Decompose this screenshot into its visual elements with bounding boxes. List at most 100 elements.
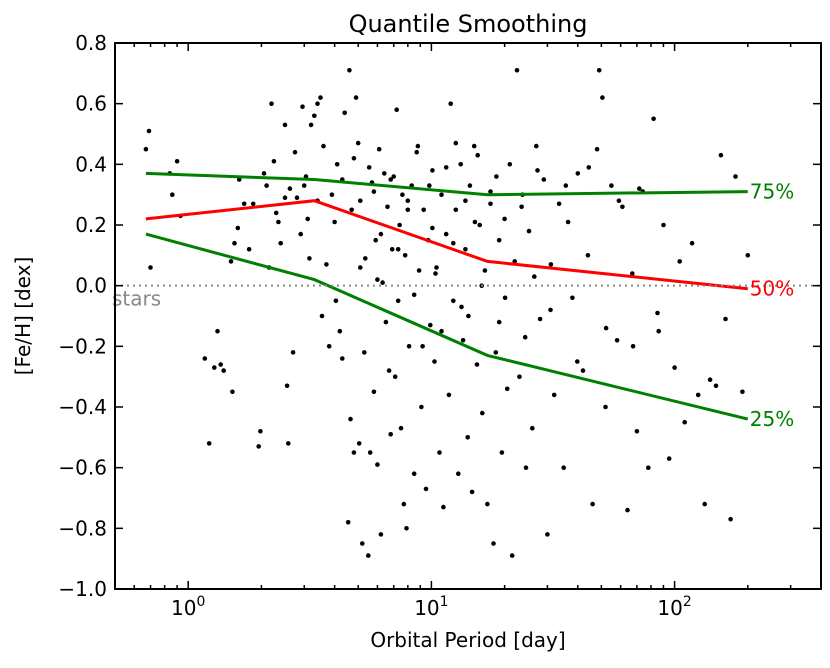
- data-point: [446, 392, 452, 398]
- data-point: [545, 532, 550, 537]
- data-point: [485, 501, 490, 507]
- data-point: [460, 338, 466, 343]
- data-point: [342, 110, 348, 116]
- data-point: [264, 183, 269, 188]
- data-point: [682, 419, 687, 425]
- data-point: [421, 207, 427, 213]
- data-point: [458, 162, 464, 167]
- data-point: [480, 410, 485, 416]
- y-tick-label: 0.4: [75, 152, 107, 176]
- data-point: [324, 262, 329, 267]
- quantile-line-75: [145, 171, 748, 197]
- data-point: [308, 122, 314, 128]
- data-point: [241, 201, 247, 207]
- data-point: [443, 165, 449, 170]
- quantile-line-25: [145, 232, 749, 421]
- data-point: [307, 256, 312, 261]
- data-point: [395, 298, 401, 304]
- data-point: [378, 532, 384, 537]
- data-point: [661, 222, 666, 228]
- data-point: [143, 146, 149, 152]
- data-point: [282, 195, 288, 200]
- data-point: [400, 192, 405, 197]
- data-point: [146, 128, 152, 134]
- data-point: [672, 365, 677, 370]
- data-point: [637, 186, 642, 191]
- y-tick-label: 0.2: [75, 213, 107, 237]
- data-point: [371, 189, 377, 194]
- data-point: [371, 389, 377, 395]
- data-point: [394, 107, 400, 112]
- data-point: [541, 177, 547, 182]
- data-point: [439, 328, 444, 334]
- data-point: [351, 156, 357, 161]
- data-point: [345, 520, 351, 525]
- data-point: [411, 471, 417, 477]
- series-label-25: 25%: [750, 407, 794, 431]
- data-point: [707, 377, 713, 383]
- data-point: [261, 171, 267, 176]
- y-tick-label: 0.6: [75, 92, 107, 116]
- data-point: [522, 334, 528, 340]
- data-point: [512, 259, 517, 264]
- data-point: [585, 253, 591, 258]
- data-point: [235, 225, 241, 231]
- data-point: [333, 298, 339, 304]
- data-point: [246, 247, 252, 252]
- data-point: [488, 189, 493, 194]
- data-point: [287, 186, 293, 191]
- data-point: [218, 362, 223, 367]
- data-point: [232, 240, 237, 246]
- quantile-line-50: [145, 199, 748, 291]
- data-point: [415, 143, 421, 149]
- data-point: [332, 219, 337, 225]
- data-point: [477, 222, 483, 228]
- data-point: [340, 356, 345, 361]
- data-point: [401, 501, 407, 507]
- x-axis-label: Orbital Period [day]: [370, 628, 565, 652]
- data-point: [212, 365, 217, 370]
- data-point: [256, 444, 262, 449]
- data-point: [548, 307, 553, 313]
- data-point: [392, 374, 398, 380]
- data-point: [491, 541, 496, 546]
- data-point: [423, 486, 429, 492]
- data-point: [278, 240, 284, 246]
- data-point: [556, 201, 562, 207]
- series-label-75: 75%: [750, 180, 794, 204]
- data-point: [580, 368, 586, 373]
- data-point: [402, 253, 408, 258]
- data-point: [271, 159, 277, 164]
- data-point: [493, 350, 499, 355]
- data-point: [507, 162, 513, 167]
- data-point: [745, 253, 751, 258]
- data-point: [363, 256, 368, 261]
- data-point: [228, 259, 234, 264]
- data-point: [530, 425, 535, 431]
- data-point: [443, 231, 449, 237]
- data-point: [427, 183, 432, 188]
- data-point: [651, 116, 656, 122]
- data-point: [258, 429, 263, 434]
- data-point: [630, 344, 636, 349]
- data-point: [397, 222, 402, 228]
- data-point: [472, 219, 478, 225]
- data-point: [388, 432, 394, 437]
- data-point: [488, 201, 493, 207]
- data-point: [463, 198, 468, 203]
- data-point: [398, 425, 404, 431]
- data-point: [202, 356, 208, 361]
- data-point: [451, 240, 456, 246]
- chart-title: Quantile Smoothing: [349, 10, 588, 38]
- data-point: [677, 259, 682, 264]
- data-point: [388, 177, 394, 182]
- data-point: [453, 140, 459, 146]
- data-point: [416, 268, 422, 273]
- data-point: [386, 368, 392, 373]
- data-point: [695, 392, 701, 398]
- data-point: [315, 101, 320, 106]
- data-point: [329, 192, 335, 197]
- data-point: [298, 231, 304, 237]
- data-point: [433, 271, 438, 276]
- data-point: [353, 95, 359, 100]
